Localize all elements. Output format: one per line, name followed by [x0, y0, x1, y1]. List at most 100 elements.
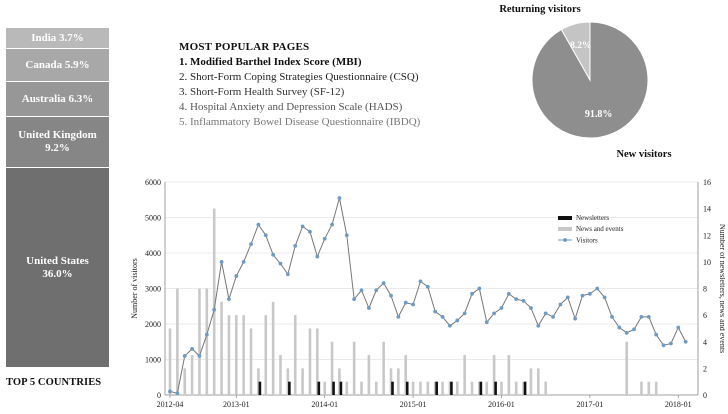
news-bars	[168, 208, 658, 395]
news-bar	[625, 341, 629, 395]
country-name: Australia	[21, 92, 66, 105]
news-bar	[212, 208, 216, 395]
visitors-point	[587, 291, 592, 296]
y-tick-label: 2000	[145, 320, 161, 329]
visitors-point	[212, 307, 217, 312]
news-bar	[227, 315, 231, 395]
visitors-timeline-chart: 0 1000 2000 3000 4000 5000 6000 0 2 4 6 8 10 12 14 16 20…	[130, 178, 725, 409]
visitors-point	[337, 196, 342, 200]
news-bar	[205, 288, 209, 395]
visitors-point	[470, 291, 474, 296]
y2-tick-label: 0	[703, 391, 707, 400]
country-name: United Kingdom	[18, 129, 97, 141]
news-bar	[411, 381, 415, 395]
news-bar	[198, 288, 201, 395]
legend-label-news: News and events	[576, 225, 624, 233]
country-name: Canada	[25, 58, 63, 71]
newsletter-bars	[258, 381, 527, 395]
newsletter-bar	[479, 381, 483, 395]
news-bar	[345, 381, 349, 395]
visitors-point	[197, 354, 202, 358]
x-tick-label: 2013-01	[223, 400, 250, 409]
news-bar	[242, 315, 245, 395]
y-tick-label: 3000	[145, 285, 161, 294]
popular-page-1: 1. Modified Barthel Index Score (MBI)	[179, 56, 362, 68]
newsletter-bar	[435, 381, 438, 395]
news-bar	[264, 315, 268, 395]
news-bar	[478, 381, 481, 395]
country-share: 36.0%	[42, 267, 73, 280]
country-segment-india: India 3.7%	[6, 28, 109, 49]
visitors-point	[411, 302, 415, 307]
most-popular-pages: MOST POPULAR PAGES 1. Modified Barthel I…	[179, 40, 420, 130]
visitors-point	[389, 293, 393, 298]
visitors-point	[646, 315, 651, 319]
visitors-point	[565, 295, 570, 300]
new-visitors-label: New visitors	[616, 149, 671, 160]
visitors-point	[227, 297, 231, 302]
visitors-points	[168, 196, 688, 396]
top-countries-title: TOP 5 COUNTRIES	[6, 377, 102, 388]
visitors-point	[330, 222, 334, 227]
x-tick-label: 2017-01	[577, 400, 604, 409]
newsletter-bar	[258, 381, 262, 395]
news-bar	[293, 315, 297, 395]
visitors-point	[278, 261, 283, 266]
country-segment-australia: Australia 6.3%	[6, 82, 109, 117]
y2-tick-label: 8	[703, 285, 707, 294]
y2-tick-label: 16	[703, 178, 711, 187]
visitors-point	[669, 341, 673, 346]
visitors-point	[322, 236, 327, 241]
newsletter-bar	[332, 381, 335, 395]
visitors-point	[175, 391, 180, 396]
legend-swatch-visitors-point	[563, 238, 567, 242]
news-bar	[522, 381, 525, 395]
popular-page-5: 5. Inflammatory Bowel Disease Questionna…	[179, 116, 421, 128]
news-bar	[352, 341, 356, 395]
popular-pages-title: MOST POPULAR PAGES	[179, 41, 310, 53]
visitors-point	[396, 315, 401, 319]
newsletter-bar	[523, 381, 527, 395]
y2-tick-label: 14	[703, 205, 711, 214]
news-bar	[492, 355, 496, 395]
visitors-point	[190, 346, 194, 351]
country-share: 3.7%	[59, 31, 84, 44]
legend-swatch-news	[558, 227, 572, 231]
country-segment-canada: Canada 5.9%	[6, 49, 109, 82]
visitors-point	[315, 254, 320, 259]
news-bar	[301, 368, 304, 395]
newsletter-bar	[288, 381, 291, 395]
y-tick-label: 0	[157, 391, 161, 400]
returning-visitors-label: Returning visitors	[499, 4, 580, 15]
news-bar	[397, 368, 400, 395]
popular-page-3: 3. Short-Form Health Survey (SF-12)	[179, 86, 345, 98]
visitors-point	[249, 242, 253, 247]
pie-slice-returning-visitors	[560, 21, 591, 82]
y2-tick-label: 10	[703, 258, 711, 267]
visitors-point	[573, 316, 578, 321]
news-bar	[654, 381, 658, 395]
news-bar	[257, 368, 260, 395]
news-bar	[286, 368, 290, 395]
visitors-point	[234, 274, 239, 278]
visitors-point	[359, 288, 364, 293]
visitors-point	[521, 299, 526, 303]
visitors-point	[263, 233, 268, 238]
country-share: 5.9%	[64, 58, 90, 71]
y2-axis-title: Number of newsletters, news and events	[718, 224, 725, 353]
visitors-point	[499, 306, 504, 310]
visitors-point	[403, 300, 408, 305]
y-tick-label: 5000	[145, 214, 161, 223]
news-bar	[360, 381, 363, 395]
newsletter-bar	[450, 381, 453, 395]
visitors-point	[381, 281, 386, 286]
visitors-point	[529, 306, 533, 310]
visitors-point	[484, 320, 489, 325]
country-name: India	[31, 31, 57, 44]
news-bar	[529, 368, 533, 395]
visitors-point	[241, 259, 246, 264]
y2-tick-label: 4	[703, 338, 707, 347]
visitors-point	[543, 311, 548, 316]
visitors-point	[617, 325, 622, 330]
news-bar	[190, 355, 194, 395]
